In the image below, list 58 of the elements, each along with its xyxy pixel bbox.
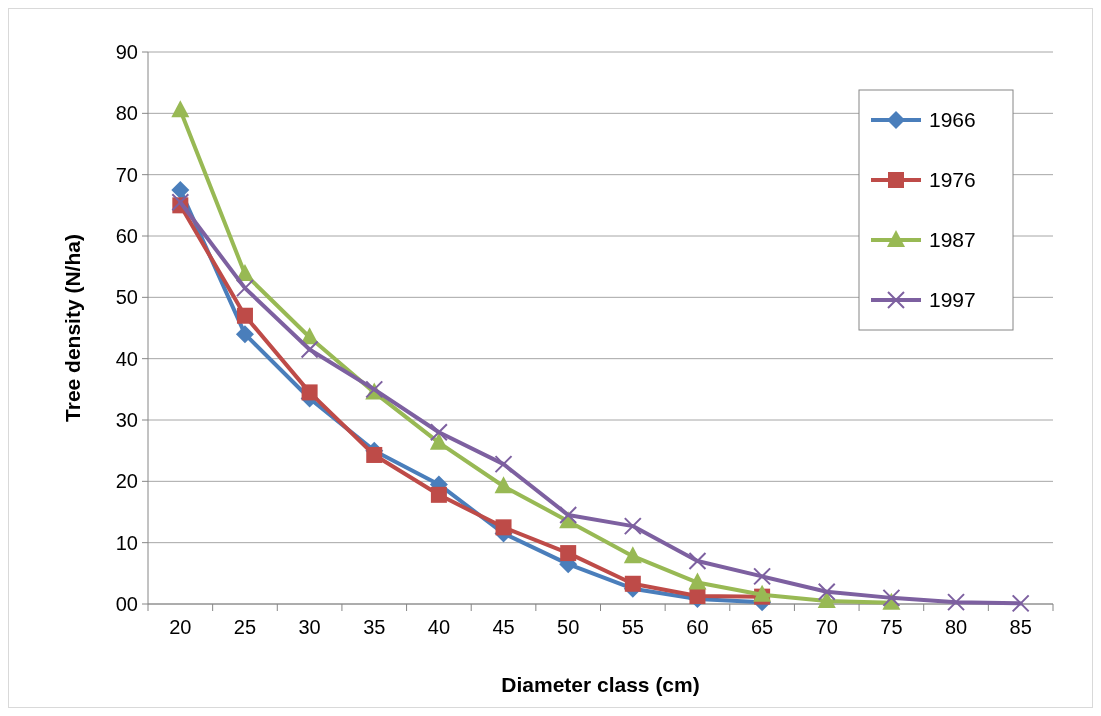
x-tick-label: 50 [557,616,580,638]
y-tick-label: 90 [115,41,138,63]
y-axis-title: Tree density (N/ha) [61,234,84,422]
point [300,340,319,359]
legend-label: 1966 [929,108,976,132]
point [429,432,448,450]
point [688,572,707,590]
point [235,279,254,298]
x-tick-label: 30 [298,616,321,638]
legend-label: 1997 [929,288,976,312]
point [366,446,383,463]
x-tick-label: 25 [233,616,257,638]
point [560,545,577,562]
point [301,384,318,401]
x-tick-label: 55 [621,616,644,638]
y-tick-label: 50 [115,286,138,309]
point [623,517,642,536]
x-tick-label: 45 [492,616,515,638]
point [559,506,578,525]
point [429,423,448,442]
point [171,181,190,199]
y-tick-label: 60 [115,225,138,247]
y-tick-label: 10 [115,531,138,554]
legend-label: 1976 [929,168,976,192]
point [753,584,772,602]
point [688,552,707,571]
y-tick-label: 00 [115,593,138,615]
point [753,567,772,586]
point [882,588,901,607]
point [235,325,254,344]
x-tick-label: 35 [363,616,386,638]
point [817,582,836,601]
x-tick-label: 60 [686,616,709,638]
x-axis-title: Diameter class (cm) [501,673,700,696]
point [236,307,253,324]
x-tick-label: 20 [169,616,192,638]
x-tick-label: 85 [1009,616,1032,638]
legend-label: 1987 [929,228,976,252]
point [494,455,513,474]
point [623,546,642,564]
y-tick-label: 70 [115,163,138,186]
x-tick-label: 70 [815,616,838,638]
x-tick-label: 40 [427,616,451,638]
point [494,476,513,494]
point [171,193,190,212]
point [624,575,641,592]
point [1011,594,1030,613]
point [430,486,447,503]
point [171,100,190,118]
y-tick-label: 40 [115,347,138,370]
y-tick-label: 20 [115,470,138,493]
y-tick-label: 30 [115,409,138,431]
y-tick-label: 80 [115,102,138,125]
x-tick-label: 80 [944,616,968,638]
x-tick-label: 65 [750,616,774,638]
x-tick-label: 75 [880,616,903,638]
point [947,593,966,612]
point [495,519,512,536]
